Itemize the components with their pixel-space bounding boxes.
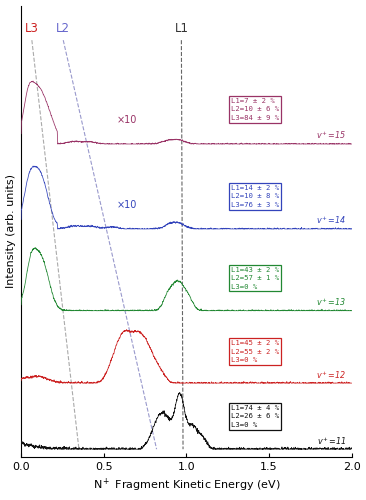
Text: v$^+$=14: v$^+$=14 [316, 214, 347, 226]
Text: L1=45 ± 2 %
L2=55 ± 2 %
L3=0 %: L1=45 ± 2 % L2=55 ± 2 % L3=0 % [231, 340, 279, 363]
Text: ×10: ×10 [117, 200, 137, 210]
Y-axis label: Intensity (arb. units): Intensity (arb. units) [5, 174, 16, 288]
Text: v$^+$=11: v$^+$=11 [317, 435, 347, 446]
Text: L1=7 ± 2 %
L2=10 ± 6 %
L3=84 ± 9 %: L1=7 ± 2 % L2=10 ± 6 % L3=84 ± 9 % [231, 98, 279, 121]
Text: L1=14 ± 2 %
L2=10 ± 8 %
L3=76 ± 3 %: L1=14 ± 2 % L2=10 ± 8 % L3=76 ± 3 % [231, 184, 279, 208]
Text: L3: L3 [25, 22, 39, 35]
Text: v$^+$=15: v$^+$=15 [316, 130, 347, 141]
X-axis label: N$^+$ Fragment Kinetic Energy (eV): N$^+$ Fragment Kinetic Energy (eV) [93, 477, 280, 494]
Text: L1: L1 [175, 22, 189, 35]
Text: L1=43 ± 2 %
L2=57 ± 1 %
L3=0 %: L1=43 ± 2 % L2=57 ± 1 % L3=0 % [231, 266, 279, 289]
Text: v$^+$=12: v$^+$=12 [316, 369, 347, 380]
Text: L2: L2 [56, 22, 70, 35]
Text: L1=74 ± 4 %
L2=26 ± 6 %
L3=0 %: L1=74 ± 4 % L2=26 ± 6 % L3=0 % [231, 405, 279, 428]
Text: ×10: ×10 [117, 115, 137, 125]
Text: v$^+$=13: v$^+$=13 [316, 296, 347, 308]
